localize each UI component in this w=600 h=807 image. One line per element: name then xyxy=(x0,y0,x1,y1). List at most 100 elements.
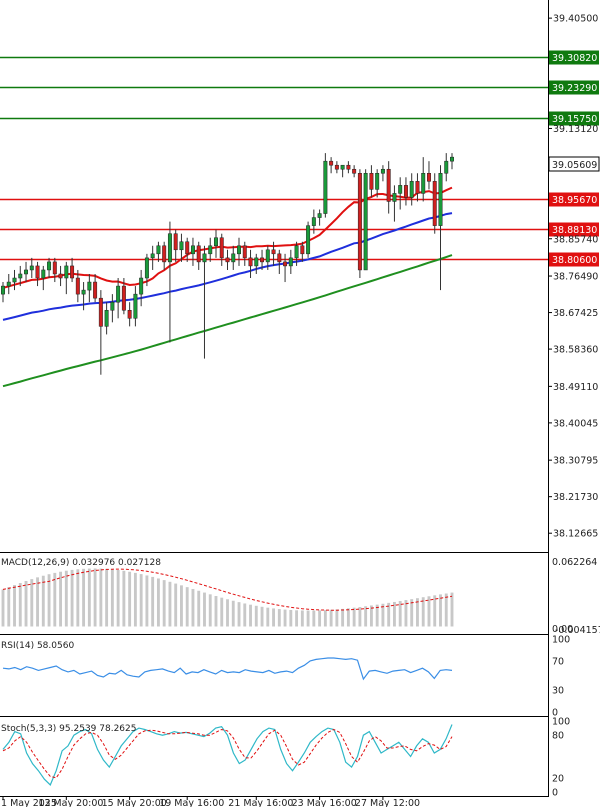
candle-body xyxy=(133,293,138,319)
candle-body xyxy=(150,253,155,259)
candle-body xyxy=(156,245,161,255)
candle-body xyxy=(242,245,247,259)
candle-body xyxy=(58,273,63,279)
level-tag-label: 38.88130 xyxy=(552,225,597,236)
candle-body xyxy=(196,245,201,263)
candle-body xyxy=(214,237,218,247)
level-tag xyxy=(549,252,599,267)
level-tag xyxy=(549,50,599,65)
stoch-k-line xyxy=(2,724,453,786)
stoch-axis: 100 80 20 0 xyxy=(552,717,570,799)
price-tick-label: 38.49110 xyxy=(553,382,598,393)
candle-body xyxy=(317,213,322,218)
candle-body xyxy=(306,225,311,255)
candle-body xyxy=(185,241,190,255)
candle-body xyxy=(12,277,17,283)
candle-body xyxy=(6,281,11,287)
candle-body xyxy=(260,257,265,263)
candle-body xyxy=(329,160,334,166)
macd-tick-zero: 0.00 xyxy=(552,624,573,635)
candle-body xyxy=(98,297,103,327)
candle-body xyxy=(311,217,316,226)
rsi-tick-label: 100 xyxy=(552,635,570,646)
time-tick-label: 27 May 12:00 xyxy=(355,798,420,807)
candle-body xyxy=(116,285,121,303)
candle-body xyxy=(386,168,391,202)
candle-body xyxy=(340,164,345,170)
time-tick-label: 1 May 2025 xyxy=(1,798,57,807)
candle-body xyxy=(369,173,374,190)
price-tick-label: 38.58360 xyxy=(553,345,598,356)
candle-body xyxy=(93,281,98,299)
candle-body xyxy=(300,245,305,255)
time-tick-label: 13 May 20:00 xyxy=(38,798,103,807)
candle-body xyxy=(237,245,241,255)
stoch-tick-label: 100 xyxy=(552,717,570,728)
candle-body xyxy=(121,285,126,311)
candle-body xyxy=(363,173,368,271)
price-tick-label: 38.40045 xyxy=(553,418,598,429)
candle-body xyxy=(110,301,115,311)
candle-body xyxy=(277,253,282,263)
price-tick-label: 38.30795 xyxy=(553,456,598,467)
level-tag-label: 38.95670 xyxy=(552,195,597,206)
candle-body xyxy=(219,237,224,259)
stoch-pane xyxy=(2,724,453,786)
candle-body xyxy=(75,277,80,295)
current-price-tag: 39.05609 xyxy=(548,156,600,172)
candle-body xyxy=(294,245,299,259)
rsi-axis: 100 70 30 0 xyxy=(552,635,570,719)
candle-body xyxy=(346,164,351,170)
horizontal-levels[interactable]: 39.30820 39.23290 39.15750 38.95670 38.88130… xyxy=(0,50,599,267)
candle-body xyxy=(288,257,293,267)
stoch-label: Stoch(5,3,3) 95.2539 78.2625 xyxy=(1,724,136,734)
candle-body xyxy=(225,257,230,263)
candle-body xyxy=(18,273,23,279)
stoch-tick-label: 80 xyxy=(552,731,564,742)
price-tick-label: 38.21730 xyxy=(553,492,598,503)
candle-body xyxy=(24,269,29,275)
candle-body xyxy=(231,253,236,263)
candle-body xyxy=(139,277,144,295)
candle-body xyxy=(81,289,86,295)
candle-body xyxy=(248,257,253,267)
price-tick-label: 38.12665 xyxy=(553,529,598,540)
candles xyxy=(1,153,454,375)
candle-body xyxy=(35,265,40,279)
candle-body xyxy=(70,265,75,279)
rsi-line xyxy=(2,657,453,681)
price-tick-label: 39.13120 xyxy=(553,124,598,135)
candle-body xyxy=(375,173,380,190)
time-tick-label: 21 May 16:00 xyxy=(228,798,293,807)
candle-body xyxy=(162,245,167,263)
level-tag xyxy=(549,80,599,95)
stoch-d-line xyxy=(2,728,453,779)
price-tick-label: 38.76490 xyxy=(553,272,598,283)
frame xyxy=(0,0,549,797)
candle-body xyxy=(426,173,431,182)
stoch-tick-label: 0 xyxy=(552,788,558,799)
candle-body xyxy=(47,261,52,271)
ma-line xyxy=(2,212,453,321)
candle-body xyxy=(202,253,207,263)
candle-body xyxy=(271,249,276,255)
candle-body xyxy=(104,309,109,327)
candle-body xyxy=(254,257,259,267)
macd-signal-line xyxy=(2,568,453,611)
candle-body xyxy=(392,193,397,202)
candle-body xyxy=(127,309,132,319)
level-tag-label: 39.23290 xyxy=(552,83,597,94)
rsi-label: RSI(14) 58.0560 xyxy=(1,641,74,651)
candle-body xyxy=(450,156,454,162)
level-tag-label: 39.30820 xyxy=(552,53,597,64)
time-tick-label: 19 May 16:00 xyxy=(159,798,224,807)
price-tick-label: 38.85740 xyxy=(553,234,598,245)
candle-body xyxy=(323,160,328,214)
candle-body xyxy=(173,233,178,251)
candle-body xyxy=(29,265,34,271)
candle-body xyxy=(380,168,385,174)
price-tick-label: 38.67425 xyxy=(553,308,598,319)
